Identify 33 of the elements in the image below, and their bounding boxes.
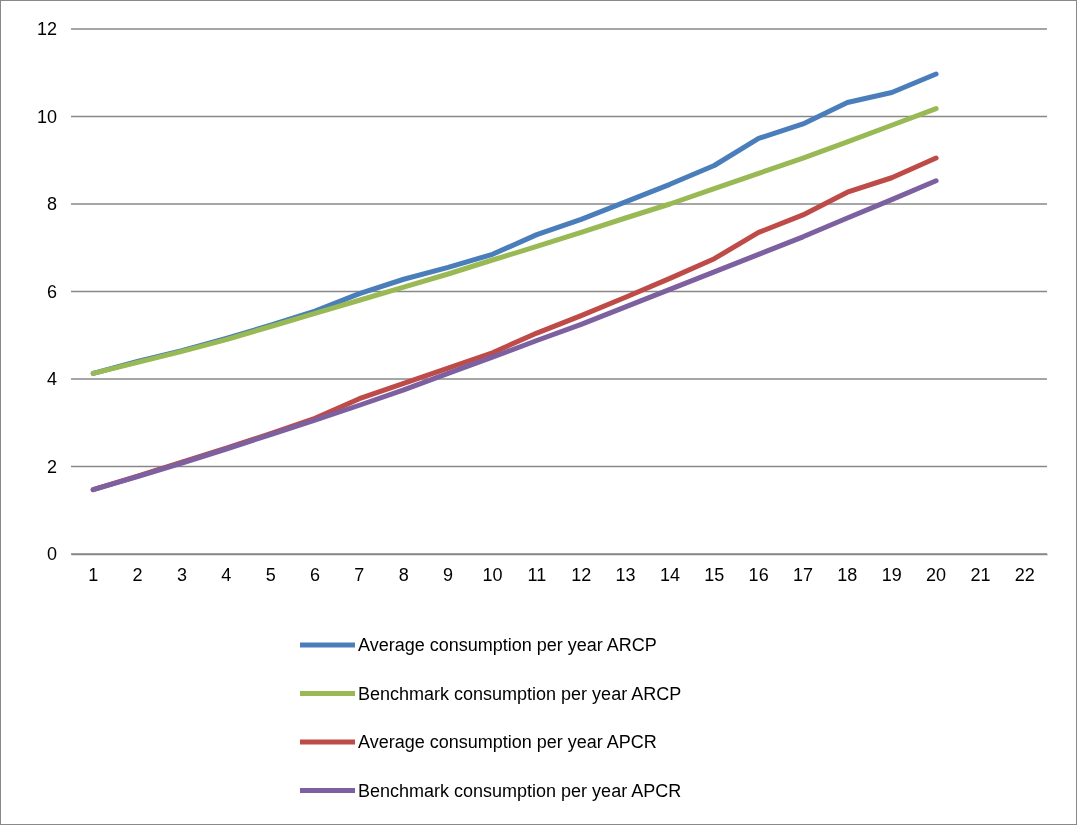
x-tick-label: 12 [571, 564, 592, 585]
x-tick-label: 19 [881, 564, 902, 585]
x-tick-label: 15 [704, 564, 725, 585]
x-tick-label: 8 [398, 564, 409, 585]
x-tick-label: 1 [88, 564, 99, 585]
x-tick-label: 5 [265, 564, 276, 585]
x-tick-label: 18 [837, 564, 858, 585]
x-tick-label: 22 [1014, 564, 1035, 585]
y-tick-label: 10 [36, 106, 57, 127]
x-tick-label: 11 [527, 564, 547, 585]
legend-label: Average consumption per year APCR [358, 732, 657, 752]
y-tick-label: 12 [36, 19, 57, 40]
x-tick-label: 4 [221, 564, 232, 585]
x-tick-label: 10 [482, 564, 503, 585]
x-tick-label: 3 [176, 564, 187, 585]
x-tick-label: 17 [792, 564, 814, 585]
legend-label: Benchmark consumption per year ARCP [358, 683, 682, 704]
y-tick-label: 4 [46, 369, 57, 390]
x-tick-label: 16 [748, 564, 769, 585]
x-tick-label: 7 [354, 564, 365, 585]
x-tick-label: 13 [615, 564, 636, 585]
x-tick-label: 2 [132, 564, 143, 585]
legend-label: Average consumption per year ARCP [358, 635, 657, 655]
y-tick-label: 2 [46, 456, 57, 477]
x-tick-label: 14 [659, 564, 680, 585]
x-tick-label: 21 [970, 564, 991, 585]
x-tick-label: 6 [309, 564, 321, 585]
legend-label: Benchmark consumption per year APCR [358, 780, 682, 801]
x-tick-label: 20 [926, 564, 947, 585]
y-tick-label: 8 [46, 194, 57, 215]
y-tick-label: 6 [46, 281, 57, 302]
x-tick-label: 9 [443, 564, 454, 585]
y-tick-label: 0 [46, 544, 57, 565]
